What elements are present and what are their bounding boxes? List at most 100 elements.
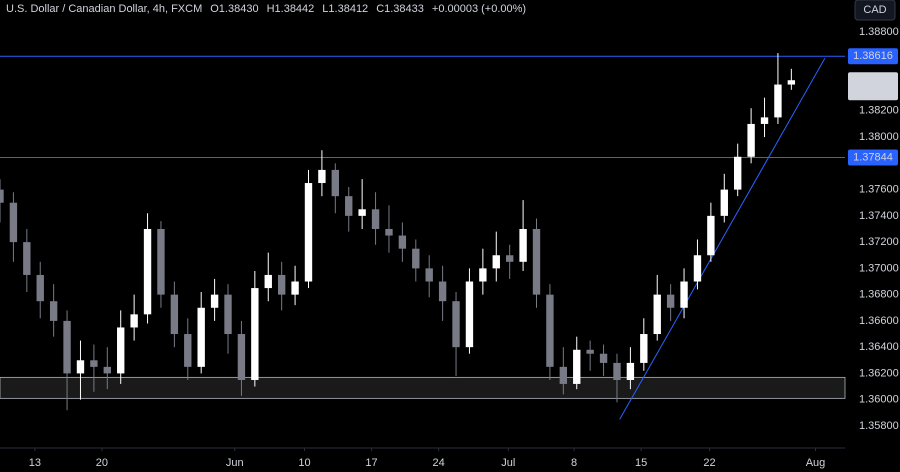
countdown-label: 03:44:48 [852,87,895,99]
candle-body [666,294,675,308]
x-tick-label: Jul [501,457,515,469]
candle-body [157,228,165,295]
candle-body [184,334,192,367]
candle-body [264,274,272,289]
x-tick-label: 22 [703,457,715,469]
x-tick-label: 24 [432,457,444,469]
candle-body [197,307,205,367]
ohlc-label: O1.38430 [210,3,258,15]
candle-body [49,301,58,321]
candle-body [0,189,4,203]
candle-body [358,209,366,216]
chart-header: U.S. Dollar / Canadian Dollar, 4h, FXCM O… [6,3,526,15]
y-tick-label: 1.38200 [859,105,899,117]
y-tick-label: 1.36000 [859,394,899,406]
candle-body [720,189,728,216]
candle-body [532,228,541,295]
ohlc-label: C1.38433 [376,3,424,15]
candle-body [586,349,594,354]
candle-body [519,228,527,262]
candle-body [505,255,514,262]
candle-body [452,301,460,348]
candle-body [210,294,219,308]
candle-body [9,202,18,243]
candle-body [680,281,688,308]
candle-body [747,123,755,157]
candle-body [36,274,44,302]
candle-body [479,268,487,282]
candle-body [425,268,433,282]
currency-button[interactable] [854,0,896,21]
candle-body [237,334,246,380]
candle-body [613,362,621,380]
candle-body [559,366,568,384]
candle-body [23,242,31,275]
x-tick-label: Aug [806,457,826,469]
y-tick-label: 1.37200 [859,236,899,248]
y-tick-label: 1.35800 [859,420,899,432]
candle-body [331,169,340,197]
candle-body [117,327,125,374]
candle-body [693,255,702,282]
y-tick-label: 1.37000 [859,262,899,274]
candle-body [640,334,648,363]
level-label-box [848,149,898,166]
y-tick-label: 1.37600 [859,184,899,196]
y-tick-label: 1.36800 [859,289,899,301]
candle-body [251,288,259,380]
candle-body [170,294,179,335]
x-tick-label: 15 [635,457,647,469]
candle-body [103,366,111,374]
candle-body [734,156,742,190]
y-tick-label: 1.36600 [859,315,899,327]
candle-body [492,255,500,269]
ohlc-label: +0.00003 (+0.00%) [432,3,526,15]
candle-body [412,248,420,269]
y-tick-label: 1.36400 [859,341,899,353]
candle-body [130,314,138,328]
candle-body [90,360,98,367]
candle-body [465,281,474,348]
candle-body [224,294,232,335]
candle-body [398,235,407,249]
level-label-box [848,48,898,65]
candle-body [277,274,286,295]
candle-body [760,117,769,124]
x-tick-label: 8 [571,457,577,469]
symbol-title: U.S. Dollar / Canadian Dollar, 4h, FXCM [6,3,202,15]
x-tick-label: 20 [96,457,108,469]
x-tick-label: Jun [226,457,244,469]
candle-body [318,169,326,184]
y-tick-label: 1.38800 [859,26,899,38]
candle-body [385,228,393,236]
currency-label[interactable]: CAD [863,4,886,16]
candle-body [371,209,380,229]
candle-body [438,281,447,302]
candle-body [787,80,796,85]
x-tick-label: 17 [365,457,377,469]
candle-body [626,362,635,380]
level-label: 1.37844 [853,151,893,163]
last-price-box [848,72,898,101]
support-zone [0,376,846,399]
candle-body [653,294,661,335]
y-tick-label: 1.36200 [859,367,899,379]
candle-body [291,281,299,295]
candle-body [63,320,71,374]
x-tick-label: 13 [29,457,41,469]
ohlc-label: H1.38442 [267,3,315,15]
level-label: 1.38616 [853,50,893,62]
trendline [619,58,826,420]
y-tick-label: 1.38000 [859,131,899,143]
ohlc-label: L1.38412 [322,3,368,15]
candle-body [774,84,782,118]
candle-body [304,183,313,282]
y-tick-label: 1.37400 [859,210,899,222]
candle-body [599,353,608,363]
candle-body [143,228,152,315]
candle-body [345,196,353,216]
last-price-label: 1.38433 [853,74,893,86]
candle-body [707,215,715,256]
